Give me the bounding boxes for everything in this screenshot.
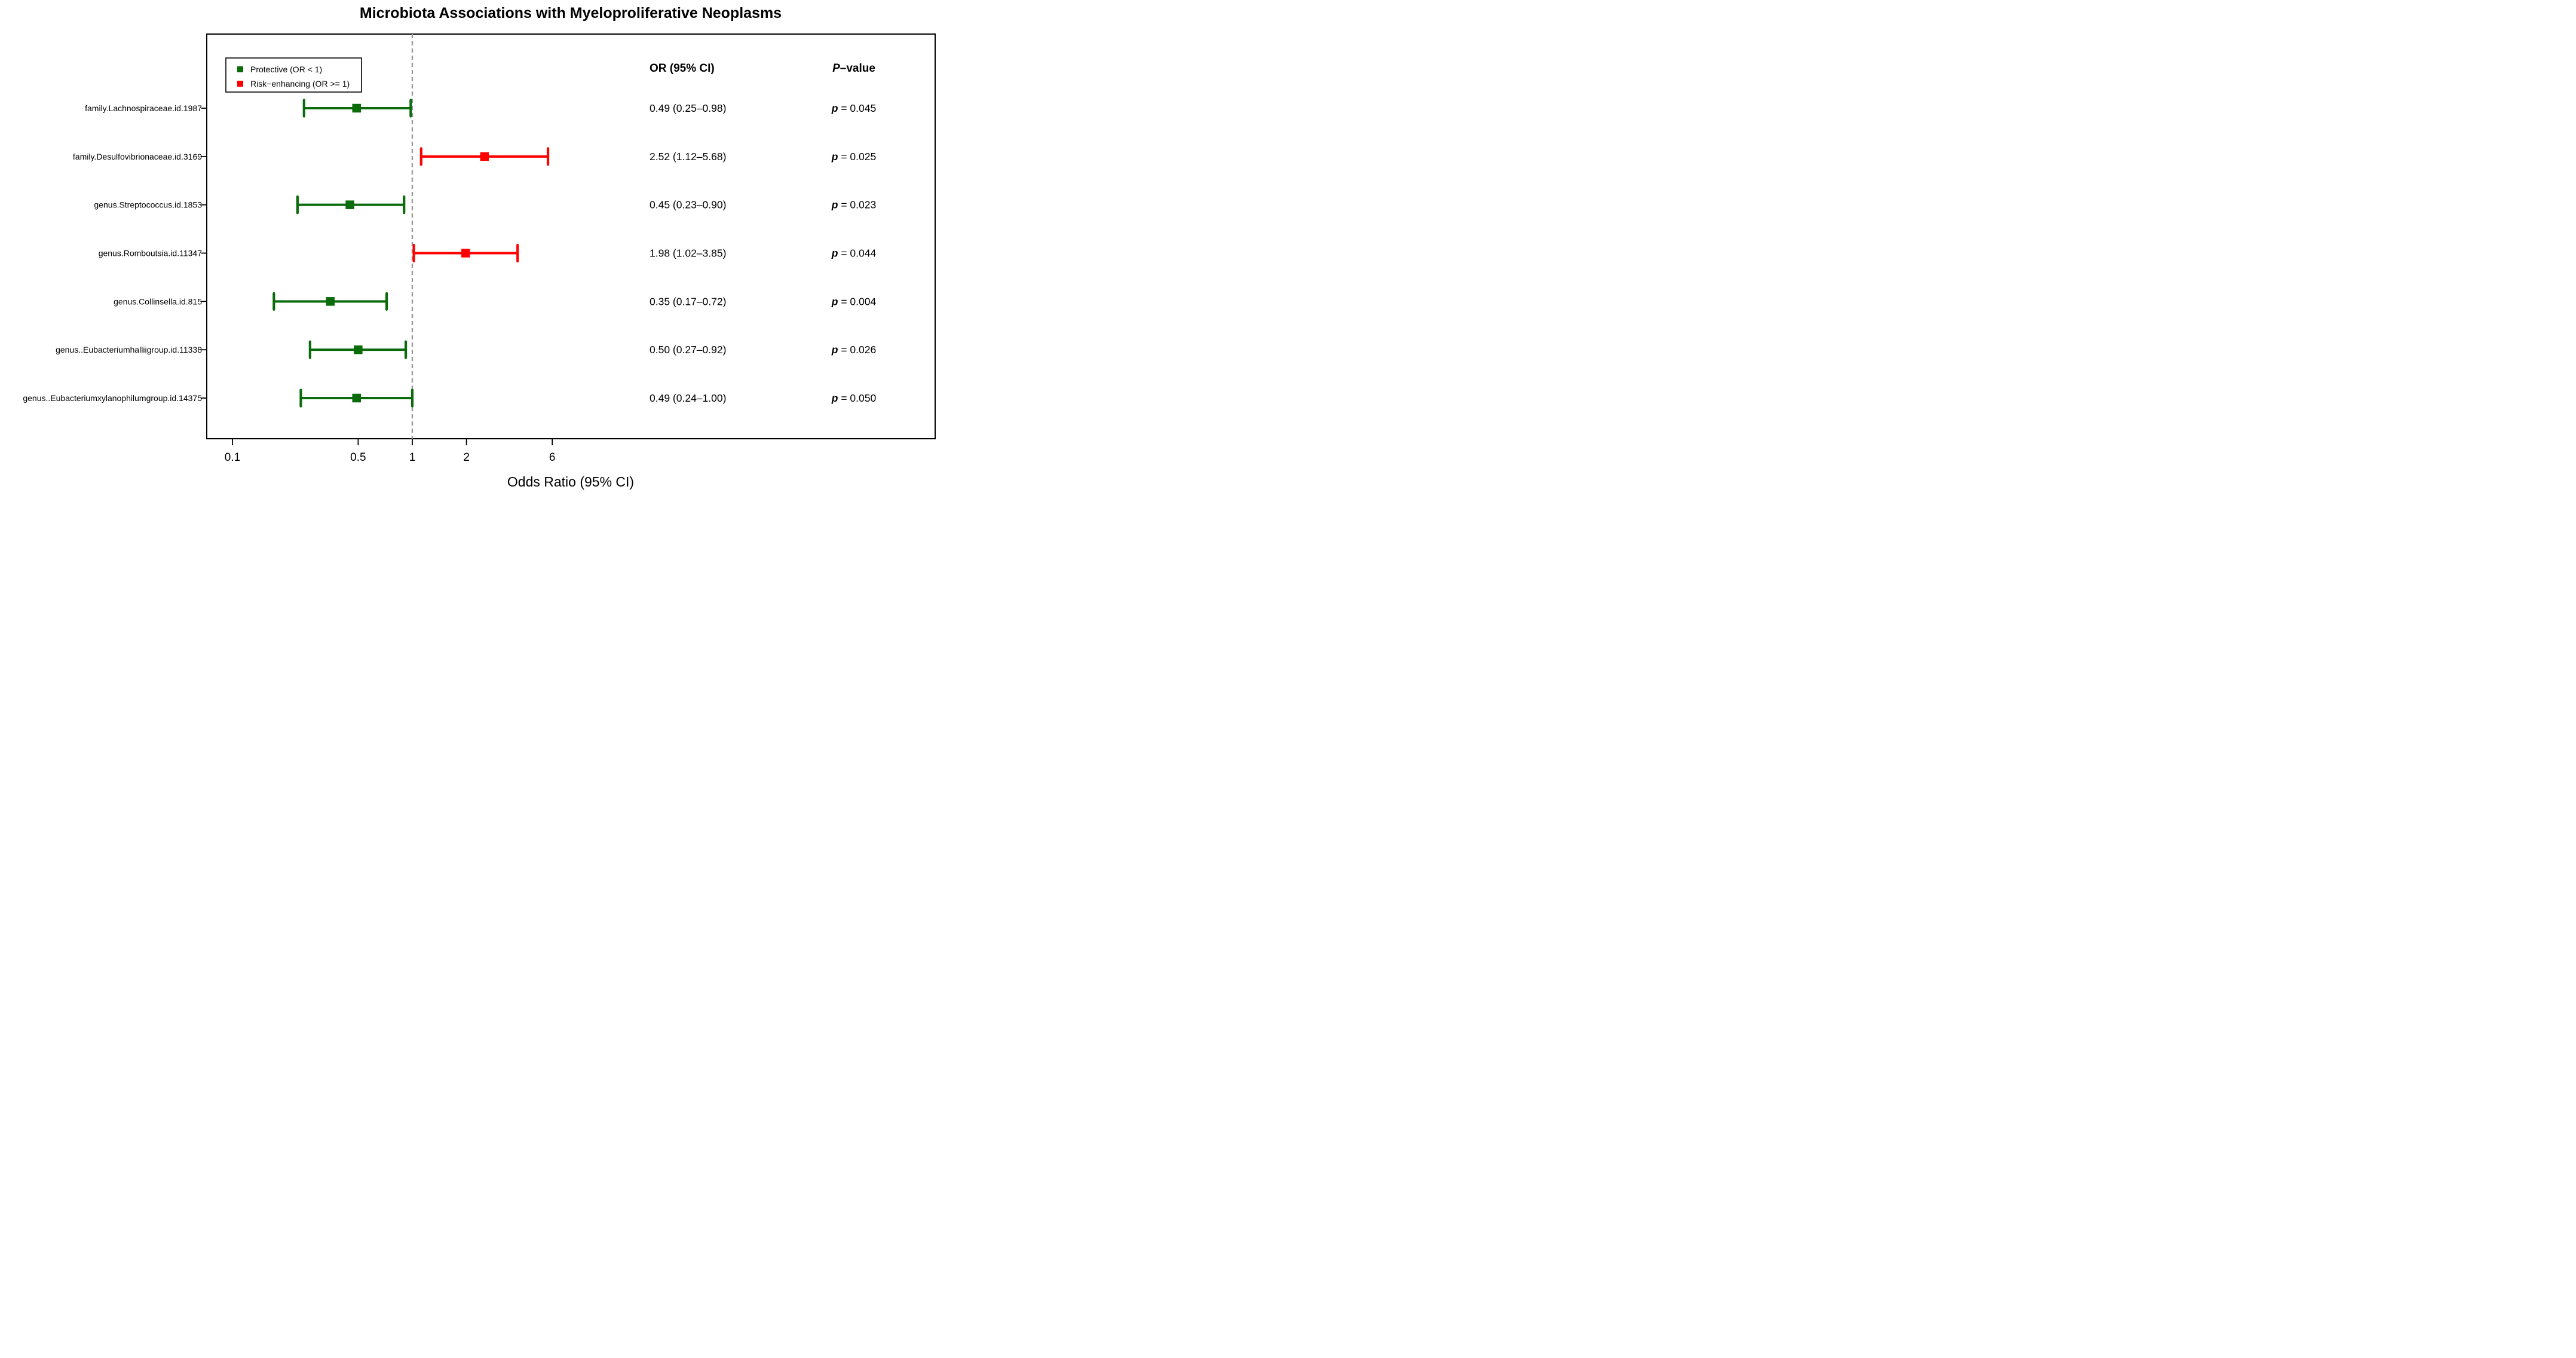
- or-point-marker: [352, 393, 361, 403]
- x-axis-tick-label: 0.1: [225, 451, 240, 464]
- plot-panel-border: [206, 33, 936, 439]
- or-ci-value: 0.50 (0.27–0.92): [650, 344, 726, 356]
- forest-row: genus.Collinsella.id.815 0.35 (0.17–0.72)…: [114, 292, 877, 311]
- row-taxon-label: genus.Romboutsia.id.11347: [99, 248, 203, 258]
- forest-plot-figure: Microbiota Associations with Myeloprolif…: [0, 0, 937, 494]
- p-value-number-part: = 0.045: [838, 102, 876, 114]
- legend-box: [225, 57, 362, 93]
- or-ci-value: 0.49 (0.24–1.00): [650, 392, 726, 404]
- p-value-number-part: = 0.004: [838, 295, 876, 307]
- or-point-marker: [326, 297, 335, 306]
- p-value: p = 0.045: [831, 102, 876, 114]
- x-axis-layer: 0.1 0.5 1 2 6: [225, 439, 556, 464]
- or-ci-column-header: OR (95% CI): [650, 62, 715, 75]
- p-value-number-part: = 0.050: [838, 392, 876, 404]
- legend: Protective (OR < 1) Risk−enhancing (OR >…: [225, 57, 362, 93]
- p-value-number-part: = 0.025: [838, 151, 876, 163]
- or-point-marker: [345, 200, 354, 209]
- row-taxon-label: family.Desulfovibrionaceae.id.3169: [73, 152, 202, 161]
- p-header-italic-part: P: [832, 62, 840, 75]
- or-point-marker: [461, 249, 470, 258]
- p-value-italic-part: p: [831, 295, 838, 307]
- or-point-marker: [352, 103, 361, 113]
- or-point-marker: [354, 345, 363, 354]
- legend-label-protective: Protective (OR < 1): [250, 65, 322, 74]
- p-value: p = 0.050: [831, 392, 877, 404]
- row-taxon-label: genus.Collinsella.id.815: [114, 296, 202, 306]
- p-value-column-header: P–value: [832, 62, 875, 75]
- or-ci-value: 0.45 (0.23–0.90): [650, 199, 726, 211]
- p-value-italic-part: p: [831, 199, 838, 211]
- or-ci-value: 0.35 (0.17–0.72): [650, 295, 726, 307]
- or-ci-value: 1.98 (1.02–3.85): [650, 247, 726, 259]
- p-header-rest-part: –value: [840, 62, 875, 75]
- row-taxon-label: genus..Eubacteriumxylanophilumgroup.id.1…: [23, 393, 202, 403]
- x-axis-tick-label: 1: [409, 451, 416, 464]
- x-axis-tick-label: 6: [549, 451, 556, 464]
- p-value-number-part: = 0.026: [838, 344, 876, 356]
- p-value: p = 0.023: [831, 199, 876, 211]
- p-value-italic-part: p: [831, 102, 838, 114]
- or-point-marker: [480, 152, 489, 161]
- p-value-italic-part: p: [831, 247, 838, 259]
- forest-plot-svg: Microbiota Associations with Myeloprolif…: [23, 5, 936, 490]
- p-value-italic-part: p: [831, 151, 838, 163]
- or-ci-value: 2.52 (1.12–5.68): [650, 151, 726, 163]
- chart-title: Microbiota Associations with Myeloprolif…: [360, 5, 782, 22]
- forest-rows-layer: family.Lachnospiraceae.id.1987 0.49 (0.25…: [23, 99, 877, 408]
- p-value: p = 0.044: [831, 247, 877, 259]
- legend-swatch-risk: [237, 81, 243, 87]
- p-value: p = 0.026: [831, 344, 876, 356]
- legend-label-risk: Risk−enhancing (OR >= 1): [250, 79, 350, 88]
- p-value-italic-part: p: [831, 392, 838, 404]
- p-value: p = 0.025: [831, 151, 876, 163]
- forest-row: genus.Romboutsia.id.11347 1.98 (1.02–3.85…: [99, 243, 877, 263]
- p-value: p = 0.004: [831, 295, 877, 307]
- row-taxon-label: family.Lachnospiraceae.id.1987: [85, 103, 202, 113]
- x-axis-tick-label: 0.5: [350, 451, 366, 464]
- p-value-italic-part: p: [831, 344, 838, 356]
- x-axis-title: Odds Ratio (95% CI): [507, 474, 634, 490]
- forest-row: genus..Eubacteriumxylanophilumgroup.id.1…: [23, 389, 877, 408]
- legend-swatch-protective: [237, 66, 243, 72]
- x-axis-tick-label: 2: [463, 451, 470, 464]
- row-taxon-label: genus.Streptococcus.id.1853: [94, 200, 202, 210]
- or-ci-value: 0.49 (0.25–0.98): [650, 102, 726, 114]
- p-value-number-part: = 0.023: [838, 199, 876, 211]
- p-value-number-part: = 0.044: [838, 247, 876, 259]
- row-taxon-label: genus..Eubacteriumhalliigroup.id.11338: [56, 345, 202, 354]
- forest-row: family.Lachnospiraceae.id.1987 0.49 (0.25…: [85, 99, 876, 118]
- forest-row: genus.Streptococcus.id.1853 0.45 (0.23–0.…: [94, 195, 876, 215]
- forest-row: family.Desulfovibrionaceae.id.3169 2.52 (…: [73, 147, 876, 166]
- forest-row: genus..Eubacteriumhalliigroup.id.11338 0.…: [56, 340, 876, 359]
